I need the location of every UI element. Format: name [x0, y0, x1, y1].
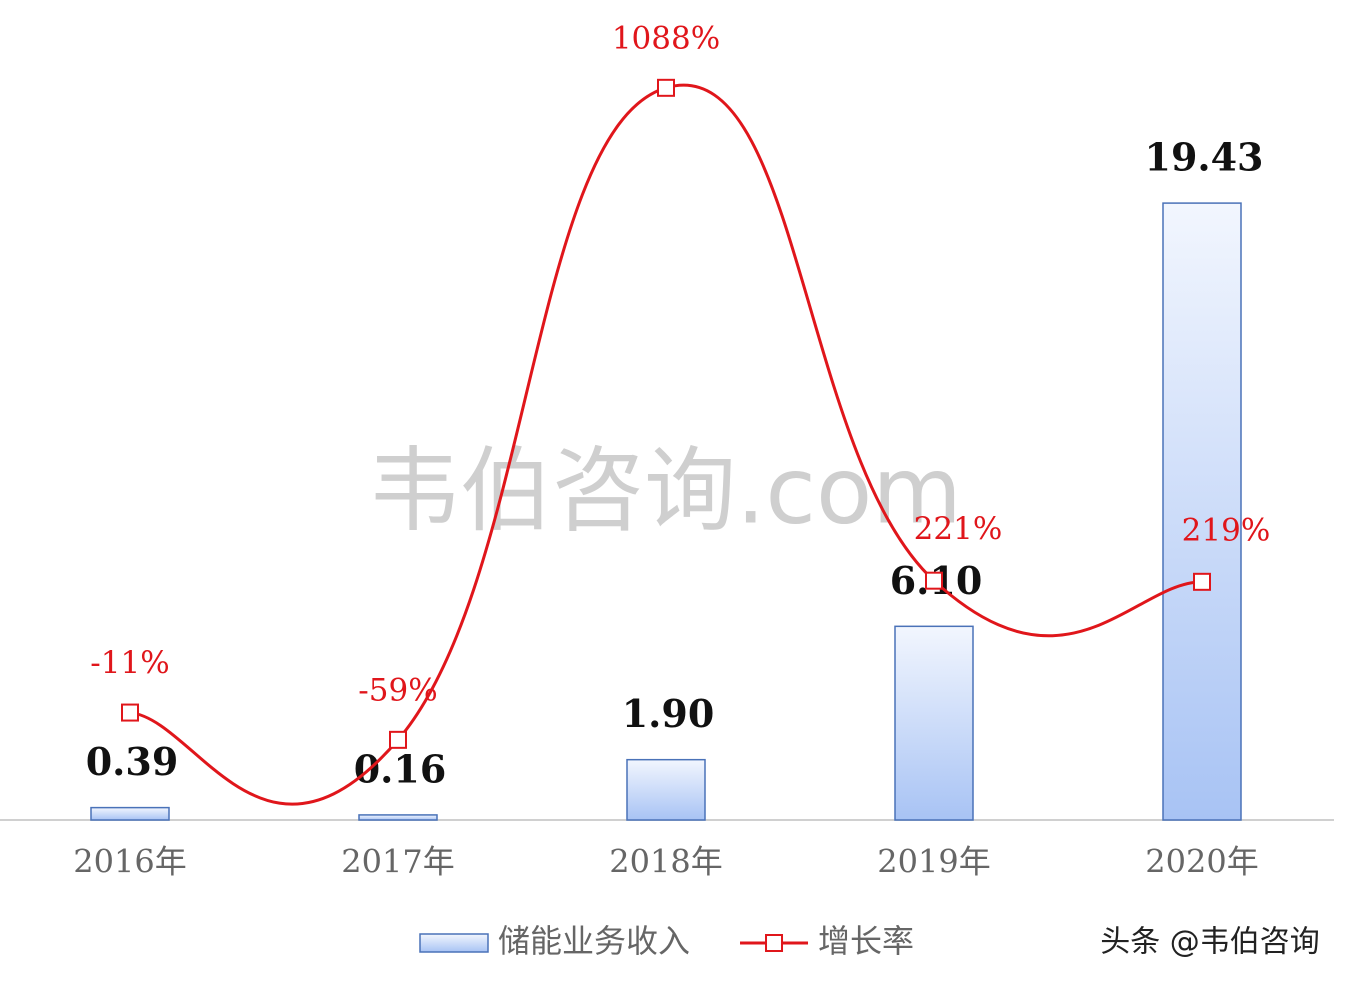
line-value-label: 221% [914, 511, 1003, 547]
line-value-label: -59% [358, 672, 437, 708]
bar [626, 758, 706, 821]
line-value-label: 219% [1182, 512, 1271, 548]
bar-value-label: 0.39 [86, 739, 179, 784]
line-marker [925, 571, 943, 590]
bar [1162, 202, 1242, 821]
line-value-label: -11% [90, 645, 169, 681]
line-marker [1193, 572, 1211, 591]
x-tick-label: 2019年 [877, 843, 990, 881]
line-value-label: 1088% [612, 20, 720, 56]
bar-value-label: 1.90 [622, 691, 715, 736]
watermark: 韦伯咨询.com [368, 437, 962, 544]
legend-swatch [419, 933, 489, 953]
x-tick-label: 2018年 [609, 843, 722, 881]
bar [90, 806, 170, 821]
bar-value-label: 19.43 [1145, 135, 1264, 180]
credit: 头条 @韦伯咨询 [1100, 925, 1320, 960]
x-tick-label: 2016年 [73, 843, 186, 881]
line-marker [389, 730, 407, 749]
bar [358, 814, 438, 821]
legend-label: 储能业务收入 [498, 922, 690, 960]
line-marker [657, 78, 675, 97]
x-tick-label: 2017年 [341, 843, 454, 881]
bar [894, 625, 974, 821]
line-marker [121, 703, 139, 722]
legend-swatch-marker [765, 934, 784, 952]
legend-label: 增长率 [818, 922, 914, 960]
x-tick-label: 2020年 [1145, 843, 1258, 881]
